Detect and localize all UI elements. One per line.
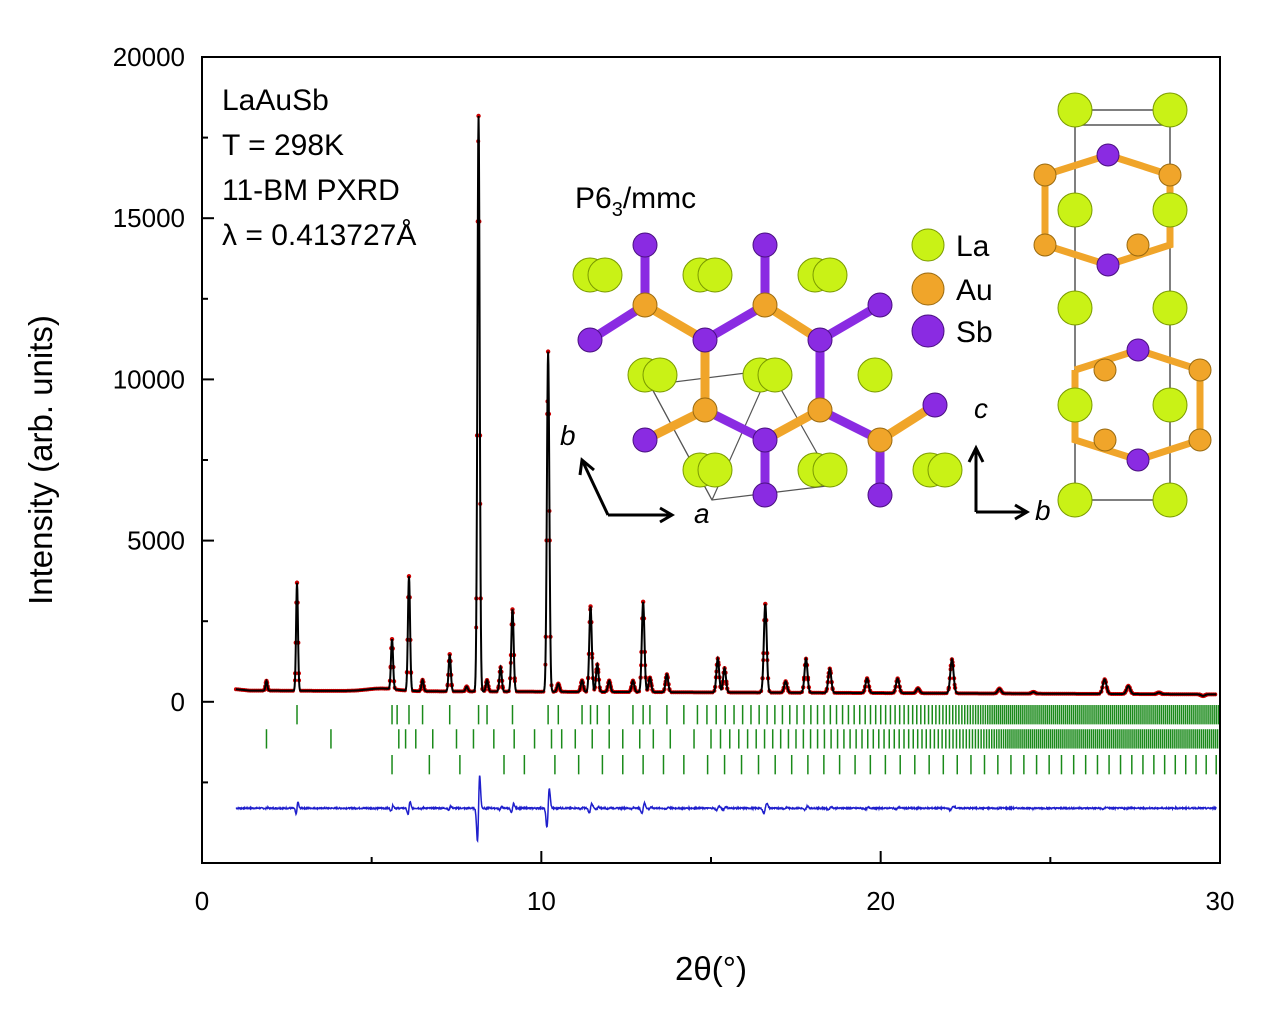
x-tick-label: 0 [195, 886, 209, 916]
y-axis-title: Intensity (arb. units) [22, 315, 59, 605]
axis-label-a: a [694, 498, 710, 529]
annotation-wavelength: λ = 0.413727Å [222, 219, 416, 252]
axis-label-c: c [974, 393, 988, 424]
crystal-structure-bc-plane [1033, 92, 1212, 518]
bragg-positions [265, 705, 1220, 775]
x-axis-title: 2θ(°) [675, 950, 747, 987]
x-tick-label: 20 [866, 886, 895, 916]
axis-label-b-right: b [1035, 495, 1051, 526]
legend-swatch-sb [911, 314, 945, 348]
element-legend: La Au Sb [911, 228, 993, 349]
legend-label-au: Au [956, 274, 993, 307]
space-group-label: P63/mmc [575, 182, 696, 221]
y-tick-label: 0 [171, 687, 185, 717]
calculated-line [235, 115, 1217, 697]
y-tick-label: 20000 [113, 42, 185, 72]
tick-labels: 0 10 20 30 0 5000 10000 15000 20000 [113, 42, 1235, 916]
difference-curve [235, 775, 1217, 844]
crystal-structure-ab-plane [572, 232, 963, 508]
annotation-temperature: T = 298K [222, 129, 344, 162]
axes-arrows-ab [578, 457, 675, 524]
axes-arrows-cb [967, 444, 1030, 521]
x-tick-label: 10 [527, 886, 556, 916]
y-tick-label: 10000 [113, 364, 185, 394]
x-tick-label: 30 [1206, 886, 1235, 916]
difference-line [235, 775, 1217, 844]
annotation-instrument: 11-BM PXRD [222, 174, 400, 207]
axis-label-b-left: b [560, 420, 576, 451]
annotation-compound: LaAuSb [222, 84, 329, 117]
y-tick-label: 15000 [113, 203, 185, 233]
legend-label-sb: Sb [956, 316, 993, 349]
legend-swatch-la [911, 228, 945, 262]
legend-label-la: La [956, 230, 990, 263]
calculated-curve [235, 115, 1217, 697]
axis-ticks [201, 56, 1221, 863]
legend-swatch-au [911, 272, 945, 306]
y-tick-label: 5000 [127, 526, 185, 556]
